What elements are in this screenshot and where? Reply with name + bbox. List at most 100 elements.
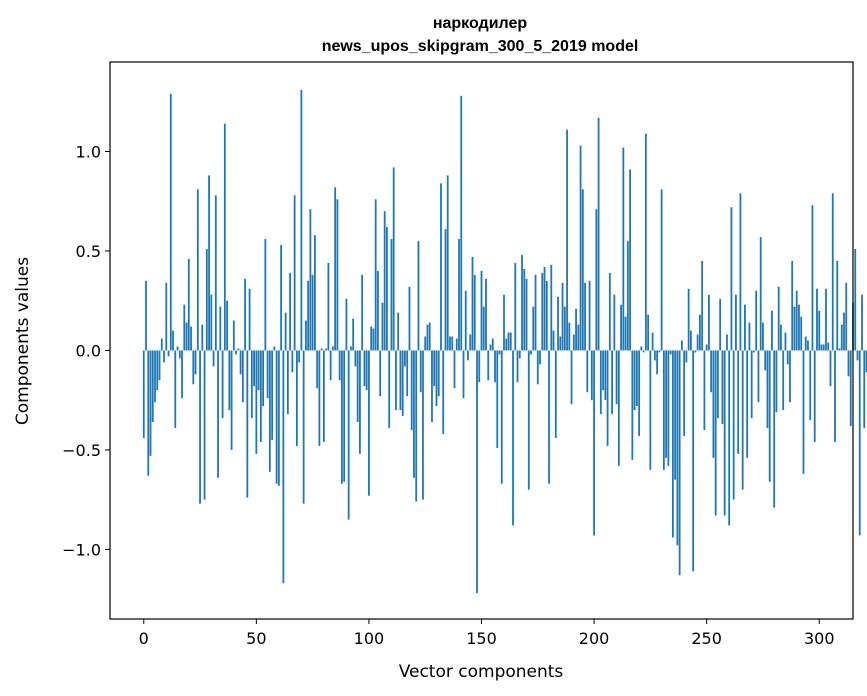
bar-81 xyxy=(325,348,328,351)
bar-6 xyxy=(156,350,159,391)
bar-208 xyxy=(611,350,613,415)
plot-frame xyxy=(109,61,854,620)
bar-224 xyxy=(647,314,650,351)
bar-5 xyxy=(154,350,156,403)
bar-271 xyxy=(753,350,755,353)
bar-186 xyxy=(561,282,564,351)
bar-176 xyxy=(539,350,541,365)
bar-157 xyxy=(496,350,499,448)
bar-295 xyxy=(807,340,809,351)
bar-123 xyxy=(419,350,422,393)
bar-61 xyxy=(280,245,283,351)
bar-151 xyxy=(482,306,485,351)
bar-247 xyxy=(699,314,701,351)
bar-133 xyxy=(442,350,445,434)
bar-229 xyxy=(658,350,661,353)
bar-25 xyxy=(199,350,201,504)
bar-231 xyxy=(662,350,665,470)
bar-170 xyxy=(525,278,528,351)
bar-0 xyxy=(142,350,145,438)
bar-177 xyxy=(541,272,544,351)
bar-38 xyxy=(228,350,231,411)
bar-263 xyxy=(735,294,737,351)
bar-312 xyxy=(845,282,848,351)
y-tick-label-4: 1.0 xyxy=(76,143,101,162)
bar-275 xyxy=(762,322,764,351)
bar-112 xyxy=(395,350,397,411)
x-tick-label-1: 50 xyxy=(246,629,266,648)
bar-179 xyxy=(545,280,548,351)
bar-23 xyxy=(194,350,197,375)
bar-7 xyxy=(158,350,161,381)
bar-212 xyxy=(620,304,622,351)
bar-236 xyxy=(674,350,677,480)
bar-103 xyxy=(374,199,377,351)
bar-8 xyxy=(160,338,163,351)
bar-192 xyxy=(575,308,577,351)
bar-253 xyxy=(712,350,715,458)
bar-100 xyxy=(368,350,370,496)
bar-305 xyxy=(829,350,832,387)
bar-222 xyxy=(642,350,645,353)
bar-256 xyxy=(719,298,722,351)
bar-319 xyxy=(861,294,863,351)
bar-118 xyxy=(408,286,411,351)
bar-104 xyxy=(377,270,379,351)
bar-233 xyxy=(667,350,670,466)
bar-311 xyxy=(843,312,845,351)
bar-109 xyxy=(388,350,391,429)
bar-197 xyxy=(586,350,589,393)
bar-32 xyxy=(214,195,217,351)
bar-130 xyxy=(435,350,438,407)
bar-217 xyxy=(631,350,634,460)
bar-88 xyxy=(341,350,343,484)
bar-66 xyxy=(291,350,294,373)
bar-135 xyxy=(446,175,449,351)
x-tick-label-6: 300 xyxy=(804,629,835,648)
bar-190 xyxy=(570,350,573,405)
bar-102 xyxy=(372,328,375,351)
bar-125 xyxy=(424,336,427,351)
bar-45 xyxy=(244,278,246,351)
bar-202 xyxy=(597,117,600,351)
bar-241 xyxy=(685,350,688,363)
bar-155 xyxy=(491,338,494,351)
bar-76 xyxy=(313,235,316,351)
bar-55 xyxy=(266,350,269,399)
bar-318 xyxy=(858,350,861,536)
bar-230 xyxy=(660,189,663,351)
x-tick-label-5: 250 xyxy=(691,629,722,648)
bar-41 xyxy=(235,350,237,355)
bar-214 xyxy=(624,316,627,351)
bar-86 xyxy=(336,199,339,351)
bar-128 xyxy=(431,350,433,423)
bar-152 xyxy=(485,278,487,351)
bar-321 xyxy=(865,350,867,373)
bar-117 xyxy=(406,350,409,397)
bar-220 xyxy=(638,350,641,436)
bar-139 xyxy=(455,338,458,351)
bar-136 xyxy=(449,336,451,351)
bar-300 xyxy=(818,310,821,351)
bar-54 xyxy=(264,239,267,351)
bar-250 xyxy=(705,344,708,351)
bar-216 xyxy=(629,169,631,351)
bar-158 xyxy=(498,350,501,355)
bar-16 xyxy=(178,350,181,359)
axis-ticks: 0 50 100 150 200 250 300 −1.0 −0.5 0.0 0.5 1.0 xyxy=(62,143,834,648)
bar-131 xyxy=(437,350,440,397)
y-tick-label-0: −1.0 xyxy=(62,540,101,559)
bar-84 xyxy=(332,346,334,351)
bar-303 xyxy=(825,288,827,351)
bar-31 xyxy=(212,350,215,367)
bar-215 xyxy=(626,241,629,351)
bar-39 xyxy=(230,350,233,450)
bar-91 xyxy=(347,350,350,520)
bar-164 xyxy=(512,350,514,526)
bar-105 xyxy=(379,350,382,397)
bar-94 xyxy=(354,350,357,367)
bar-40 xyxy=(232,320,235,351)
bar-240 xyxy=(683,350,686,436)
